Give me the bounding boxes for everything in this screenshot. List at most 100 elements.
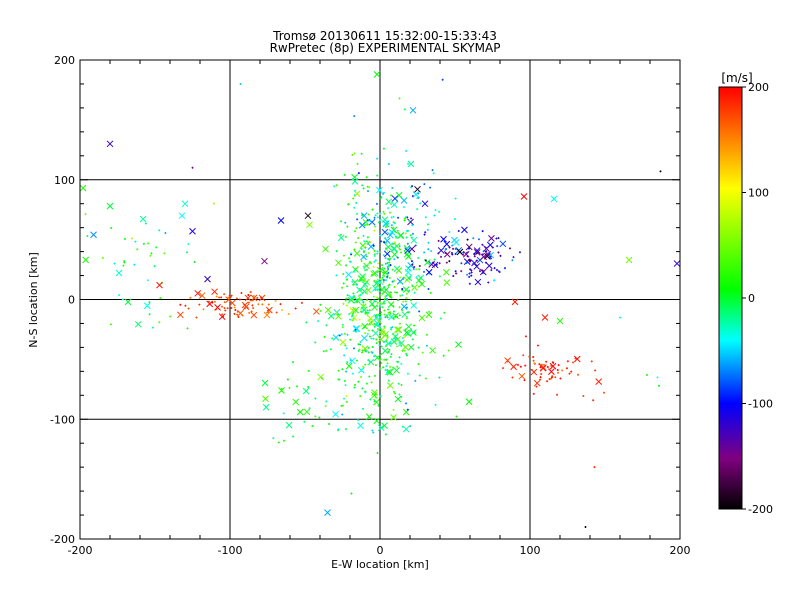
data-point [363, 240, 366, 243]
data-point [470, 271, 473, 274]
data-point [424, 216, 427, 219]
data-point-cross [405, 323, 413, 331]
data-point [307, 369, 310, 372]
data-point-cross [384, 243, 392, 251]
data-point [354, 189, 357, 192]
data-point [418, 268, 421, 271]
y-tick-label: 200 [54, 54, 75, 67]
data-point [434, 209, 437, 212]
data-point [528, 355, 531, 358]
data-point-cross [181, 200, 189, 208]
data-point [344, 221, 347, 224]
data-point [417, 285, 420, 288]
data-point [385, 339, 388, 342]
data-point [399, 281, 402, 284]
data-point [346, 225, 349, 228]
data-point [186, 251, 189, 254]
data-point [218, 296, 221, 299]
data-point [424, 259, 427, 262]
data-point [353, 152, 356, 155]
data-point-cross [177, 311, 184, 319]
data-point [477, 238, 480, 241]
data-point-cross [244, 294, 252, 302]
data-point [373, 254, 376, 257]
data-point [374, 314, 377, 317]
data-point [346, 333, 349, 336]
data-point [394, 291, 397, 294]
data-point [373, 400, 376, 403]
data-point [357, 350, 360, 353]
data-point-cross [510, 363, 517, 371]
data-point [365, 311, 368, 314]
data-point [292, 361, 295, 364]
data-point [378, 321, 381, 324]
data-point [466, 238, 469, 241]
data-point [191, 166, 194, 169]
data-point [318, 416, 321, 419]
data-point [363, 224, 366, 227]
data-point [393, 310, 396, 313]
data-point [460, 270, 463, 273]
data-point-cross [377, 336, 385, 343]
data-point-cross [385, 198, 393, 206]
data-point [361, 184, 364, 187]
data-point [287, 313, 290, 316]
data-point [404, 300, 407, 303]
data-point [351, 319, 354, 322]
data-point [364, 350, 367, 353]
data-point-cross [348, 294, 355, 302]
data-point [433, 258, 436, 261]
data-point [387, 265, 390, 268]
data-point-cross [278, 387, 285, 394]
data-point [383, 325, 386, 328]
data-point [195, 316, 198, 319]
data-point-cross [327, 312, 335, 320]
data-point-cross [541, 314, 549, 321]
data-point [468, 272, 471, 275]
data-point [345, 347, 348, 350]
data-point [134, 240, 137, 243]
data-point-cross [395, 326, 403, 334]
data-point [380, 361, 383, 364]
data-point [385, 298, 388, 301]
data-point [373, 229, 376, 232]
data-point [375, 202, 378, 205]
data-point [364, 246, 367, 249]
data-point [433, 214, 436, 217]
data-point [300, 301, 303, 304]
data-point [472, 237, 475, 240]
data-point [393, 279, 396, 282]
data-point-cross [351, 278, 359, 286]
data-point [374, 214, 377, 217]
data-point-cross [425, 268, 433, 276]
data-point [390, 216, 393, 219]
data-point [222, 315, 225, 318]
data-point [281, 309, 284, 312]
data-point [398, 393, 401, 396]
data-point [389, 355, 392, 358]
data-point [497, 237, 500, 240]
data-point-cross [250, 311, 258, 319]
data-point [379, 234, 382, 237]
x-tick-label: -100 [218, 544, 243, 557]
data-point [425, 344, 428, 347]
data-point [386, 371, 389, 374]
data-point [424, 231, 427, 234]
data-point [235, 297, 238, 300]
data-point [438, 210, 441, 213]
data-point-cross [339, 338, 347, 346]
data-point [148, 301, 151, 304]
data-point [226, 307, 229, 310]
data-point [368, 186, 371, 189]
data-point [388, 283, 391, 286]
data-point [468, 247, 471, 250]
data-point [444, 252, 447, 255]
data-point-cross [345, 271, 352, 278]
data-point [470, 269, 473, 272]
data-point [390, 224, 393, 227]
data-point [391, 280, 394, 283]
data-point [452, 247, 455, 250]
data-point-cross [373, 398, 380, 406]
data-point [235, 313, 238, 316]
data-point [325, 324, 328, 327]
